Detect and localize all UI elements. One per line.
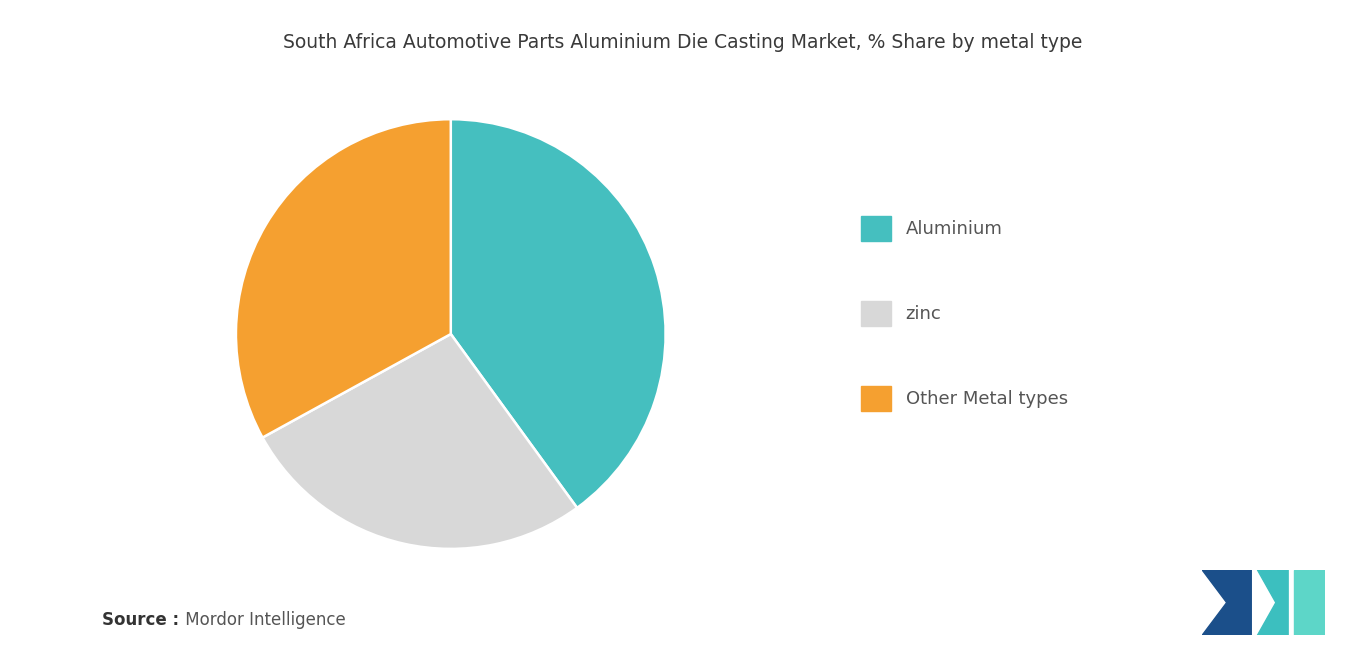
Text: Aluminium: Aluminium — [906, 219, 1003, 238]
Polygon shape — [1294, 570, 1325, 635]
Wedge shape — [236, 119, 451, 438]
Text: Source :: Source : — [102, 611, 179, 629]
Wedge shape — [262, 334, 576, 549]
Text: zinc: zinc — [906, 305, 941, 323]
Wedge shape — [451, 119, 665, 508]
Text: Other Metal types: Other Metal types — [906, 390, 1068, 408]
Polygon shape — [1202, 570, 1251, 635]
Text: South Africa Automotive Parts Aluminium Die Casting Market, % Share by metal typ: South Africa Automotive Parts Aluminium … — [283, 33, 1083, 52]
Text: Mordor Intelligence: Mordor Intelligence — [180, 611, 346, 629]
Polygon shape — [1257, 570, 1288, 635]
